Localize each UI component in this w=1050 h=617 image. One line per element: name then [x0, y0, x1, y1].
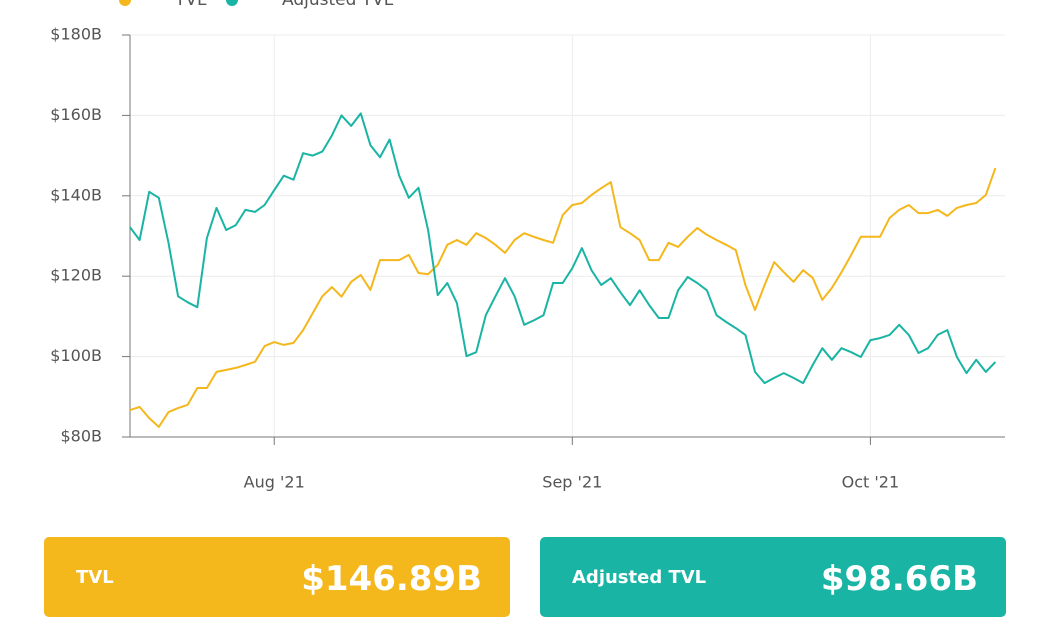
- x-tick-label: Oct '21: [842, 473, 900, 492]
- page: {"chart_data": {"type": "line", "categor…: [44, 0, 1006, 617]
- y-tick-label: $100B: [50, 346, 102, 365]
- card-value: $146.89B: [301, 559, 482, 599]
- card-label: TVL: [76, 567, 114, 588]
- card-value: $98.66B: [820, 559, 978, 599]
- x-tick-label: Aug '21: [244, 473, 305, 492]
- series-line: [129, 112, 997, 385]
- chart: $80B $100B $120B $140B $160B $180B Aug '21 Sep …: [50, 0, 1005, 492]
- legend-label: Adjusted TVL: [282, 0, 394, 10]
- card-label: Adjusted TVL: [572, 567, 707, 588]
- tvl-card: TVL $146.89B: [44, 537, 510, 617]
- legend-marker: [119, 0, 131, 6]
- adjusted-tvl-card: Adjusted TVL $98.66B: [540, 537, 1006, 617]
- y-tick-label: $120B: [50, 266, 102, 285]
- series-line: [129, 167, 997, 428]
- y-tick-label: $160B: [50, 105, 102, 124]
- x-tick-label: Sep '21: [542, 473, 602, 492]
- y-tick-label: $80B: [60, 427, 102, 446]
- legend-marker: [226, 0, 238, 6]
- y-tick-label: $140B: [50, 185, 102, 204]
- y-tick-label: $180B: [50, 25, 102, 44]
- legend-label: TVL: [174, 0, 207, 10]
